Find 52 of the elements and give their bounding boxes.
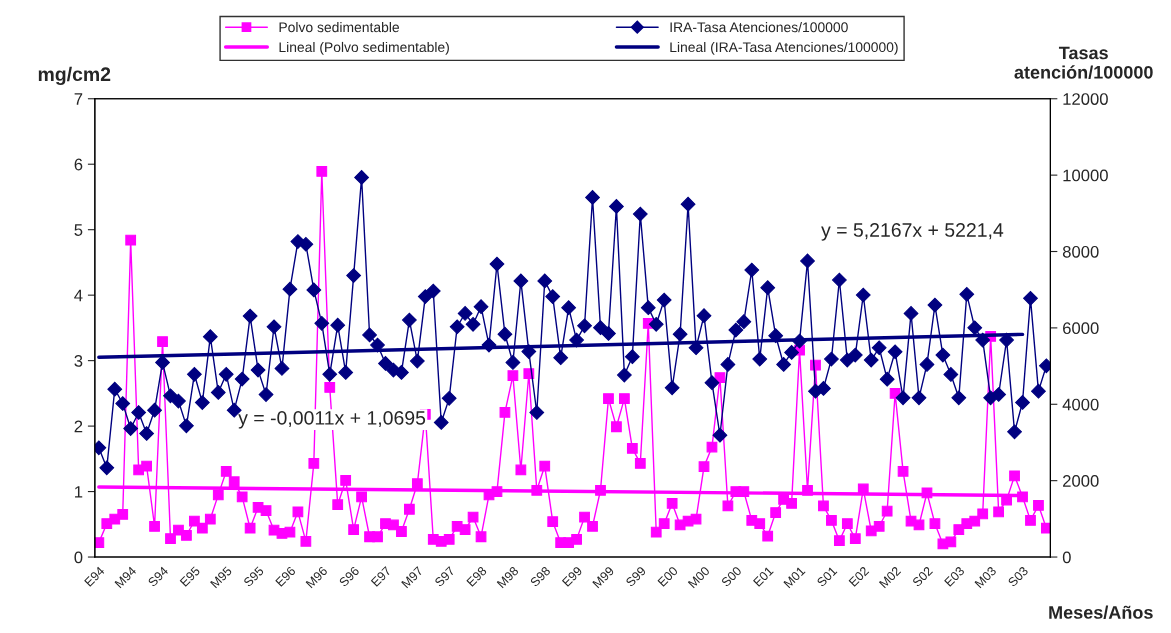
x-tick-label: E98 [466,565,488,587]
x-tick-label: S01 [816,566,838,588]
x-tick-label: M02 [878,566,902,589]
x-tick-label: M00 [687,565,711,589]
x-tick-label: M99 [592,566,615,589]
x-tick-label: E97 [370,566,392,587]
y2-tick-label: 6000 [1063,322,1099,335]
legend-label: IRA-Tasa Atenciones/100000 [670,21,848,33]
y-tick-label: 0 [74,551,83,564]
x-tick-label: S95 [243,565,265,588]
y-tick-label: 5 [74,224,83,236]
x-tick-label: S96 [338,565,360,588]
x-tick-label: E02 [848,566,870,587]
x-tick-label: S00 [720,565,742,588]
y-tick-label: 6 [74,158,83,171]
legend-label: Lineal (IRA-Tasa Atenciones/100000) [670,41,898,55]
x-tick-label: E96 [275,565,297,587]
x-tick-label: M03 [974,565,997,589]
x-tick-label: E01 [752,566,774,587]
y2-tick-label: 10000 [1063,169,1108,182]
y-tick-label: 7 [74,93,83,105]
legend-label: Lineal (Polvo sedimentable) [279,41,449,55]
legend-label: Polvo sedimentable [279,21,400,33]
x-tick-label: E95 [179,565,201,587]
y2-tick-label: 2000 [1063,475,1099,487]
annotation: y = 5,2167x + 5221,4 [821,223,1004,241]
x-tick-label: S03 [1007,565,1029,588]
x-tick-label: E00 [657,565,679,587]
x-tick-label: E99 [561,566,583,587]
x-tick-label: S02 [911,566,934,588]
y-tick-label: 1 [75,486,83,498]
annotation: y = -0,0011x + 1,0695 [238,411,426,429]
y-tick-label: 2 [74,420,83,433]
x-axis-title: Meses/Años [1049,605,1153,620]
y-tick-label: 4 [74,289,83,302]
x-tick-label: E03 [944,565,965,587]
x-tick-label: M96 [305,565,328,589]
y2-tick-label: 12000 [1063,93,1108,105]
y-tick-label: 3 [74,355,83,367]
x-tick-label: S94 [147,565,169,588]
y2-tick-label: 0 [1062,551,1071,564]
x-tick-label: E94 [84,565,106,587]
y-axis-title: mg/cm2 [38,66,111,85]
x-tick-label: S97 [434,566,456,588]
y2-tick-label: 4000 [1062,398,1099,411]
y2-axis-title: Tasas atención/100000 [1014,46,1153,79]
x-tick-label: S99 [625,566,647,588]
x-tick-label: M94 [114,565,137,589]
x-tick-label: M98 [496,565,520,589]
x-tick-label: M01 [783,566,806,589]
y2-tick-label: 8000 [1062,245,1099,258]
x-tick-label: S98 [529,565,551,588]
